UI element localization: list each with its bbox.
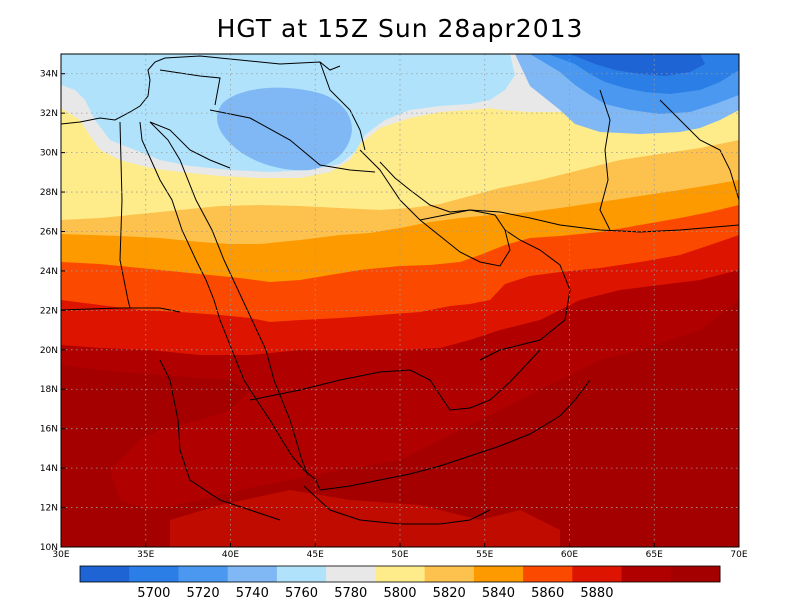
lat-tick-label: 28N [40, 188, 58, 198]
lon-tick-label: 55E [476, 550, 493, 560]
lat-tick-label: 16N [40, 425, 58, 435]
lon-tick-label: 70E [730, 550, 747, 560]
iran-coast [419, 209, 739, 233]
lat-tick-label: 20N [40, 346, 58, 356]
colorbar-label: 5700 [137, 586, 170, 600]
colorbar-label: 5880 [580, 586, 613, 600]
red-sea-east-coast [149, 121, 309, 477]
egypt-sudan-border [119, 121, 131, 309]
lon-tick-label: 35E [137, 550, 154, 560]
sudan-ethiopia-border [159, 359, 281, 521]
colorbar-swatch [129, 566, 179, 582]
nile-border-west [61, 307, 181, 313]
colorbar-swatch [523, 566, 573, 582]
colorbar: 5700 5720 5740 5760 5780 5800 5820 5840 5860 5880 [79, 565, 721, 600]
field-5740-blob [217, 87, 352, 171]
field-5680-ne [570, 54, 705, 76]
colorbar-swatch [572, 566, 623, 582]
turkey-border [164, 55, 341, 71]
persian-gulf-coast [359, 149, 511, 267]
lat-tick-label: 32N [40, 109, 58, 119]
lat-tick-label: 10N [40, 543, 58, 553]
colorbar-swatch [621, 566, 672, 582]
lon-tick-label: 50E [391, 550, 408, 560]
iran-afghan-border [599, 89, 611, 231]
colorbar-swatch [473, 566, 524, 582]
colorbar-frame [79, 565, 721, 583]
lat-tick-label: 14N [40, 464, 58, 474]
lat-tick-label: 24N [40, 267, 58, 277]
map-title: HGT at 15Z Sun 28apr2013 [216, 14, 584, 43]
colorbar-swatch [227, 566, 278, 582]
yemen-oman-border [469, 349, 541, 409]
colorbar-swatch [375, 566, 426, 582]
gulf-of-aden-coast [319, 379, 591, 491]
red-sea-west-coast [139, 121, 321, 491]
lon-tick-label: 65E [646, 550, 663, 560]
lon-tick-label: 60E [561, 550, 578, 560]
colorbar-label: 5800 [383, 586, 416, 600]
pakistan-border [659, 99, 739, 201]
saudi-jordan-border [149, 121, 231, 169]
colorbar-label: 5840 [482, 586, 515, 600]
field-5880-south [170, 490, 560, 547]
colorbar-label: 5760 [285, 586, 318, 600]
colorbar-swatch [670, 566, 721, 582]
lat-tick-label: 34N [40, 70, 58, 80]
iran-iraq-border [319, 61, 366, 151]
colorbar-label: 5740 [236, 586, 269, 600]
colorbar-swatch [326, 566, 376, 582]
lon-tick-label: 45E [307, 550, 324, 560]
lon-tick-label: 30E [52, 550, 69, 560]
colorbar-swatch [424, 566, 475, 582]
coastlines-and-borders [61, 55, 739, 525]
lat-tick-label: 30N [40, 149, 58, 159]
latitude-tick-labels: 10N 12N 14N 16N 18N 20N 22N 24N 26N 28N 30N 32N 34N [40, 70, 65, 553]
colorbar-label: 5820 [433, 586, 466, 600]
lat-tick-label: 22N [40, 306, 58, 316]
lon-tick-label: 40E [222, 550, 239, 560]
colorbar-swatch [80, 566, 130, 582]
syria-border [159, 69, 221, 106]
longitude-tick-labels: 30E 35E 40E 45E 50E 55E 60E 65E 70E [52, 543, 748, 560]
saudi-yemen-border [249, 369, 471, 411]
oman-coast [479, 229, 571, 361]
colorbar-swatch [276, 566, 327, 582]
colorbar-swatch [178, 566, 229, 582]
colorbar-label: 5860 [531, 586, 564, 600]
lat-lon-grid [61, 54, 739, 547]
iraq-border [209, 109, 376, 173]
colorbar-label: 5780 [334, 586, 367, 600]
lat-tick-label: 12N [40, 504, 58, 514]
lat-tick-label: 18N [40, 385, 58, 395]
lat-tick-label: 26N [40, 227, 58, 237]
colorbar-label: 5720 [187, 586, 220, 600]
mediterranean-coast [61, 57, 166, 125]
